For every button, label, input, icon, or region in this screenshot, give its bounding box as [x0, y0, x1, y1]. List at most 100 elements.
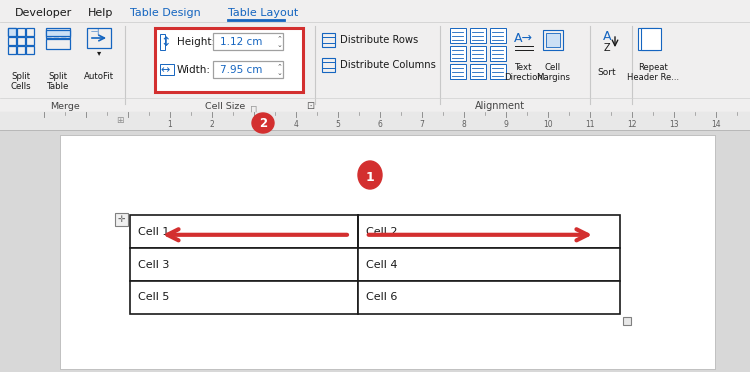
- Text: 1.12 cm: 1.12 cm: [220, 37, 262, 47]
- Bar: [322, 58, 335, 72]
- Ellipse shape: [358, 161, 382, 189]
- Text: Cell 2: Cell 2: [366, 227, 398, 237]
- Bar: [130, 215, 358, 248]
- Text: Table Layout: Table Layout: [228, 8, 298, 18]
- Text: ↔: ↔: [160, 65, 170, 75]
- Text: Distribute Rows: Distribute Rows: [340, 35, 418, 45]
- Text: Cell 1: Cell 1: [138, 227, 170, 237]
- Text: Cell 3: Cell 3: [138, 260, 170, 269]
- Bar: [450, 46, 466, 61]
- Bar: [490, 46, 506, 61]
- Text: Alignment: Alignment: [475, 101, 525, 111]
- Bar: [641, 28, 661, 50]
- Bar: [0, 130, 750, 372]
- Bar: [26, 46, 34, 54]
- Bar: [546, 33, 560, 47]
- Text: Repeat
Header Re...: Repeat Header Re...: [627, 63, 679, 83]
- Bar: [87, 28, 111, 48]
- Bar: [450, 28, 466, 43]
- Text: 7.95 cm: 7.95 cm: [220, 65, 262, 75]
- Text: Cell Size: Cell Size: [205, 102, 245, 110]
- Bar: [623, 317, 631, 325]
- Text: Split
Table: Split Table: [46, 72, 69, 92]
- Bar: [470, 64, 486, 79]
- Bar: [17, 46, 25, 54]
- Text: A: A: [603, 29, 611, 42]
- Text: ✛: ✛: [118, 215, 125, 224]
- Text: Sort: Sort: [598, 68, 616, 77]
- Bar: [17, 37, 25, 45]
- Bar: [8, 46, 16, 54]
- Text: 10: 10: [543, 119, 553, 128]
- Bar: [358, 215, 620, 248]
- Bar: [213, 33, 283, 50]
- Bar: [46, 39, 70, 49]
- Text: 9: 9: [503, 119, 509, 128]
- Text: 1: 1: [168, 119, 172, 128]
- Text: AutoFit: AutoFit: [84, 72, 114, 81]
- Bar: [46, 30, 70, 36]
- Bar: [17, 28, 25, 36]
- Text: Split
Cells: Split Cells: [10, 72, 32, 92]
- Text: Height:: Height:: [177, 37, 215, 47]
- Text: 1: 1: [366, 170, 374, 183]
- Text: ⌃: ⌃: [277, 63, 283, 69]
- Bar: [470, 46, 486, 61]
- Text: —|: —|: [91, 28, 101, 35]
- Bar: [0, 0, 750, 112]
- Bar: [26, 37, 34, 45]
- Bar: [543, 30, 563, 50]
- Text: 7: 7: [419, 119, 424, 128]
- Text: 14: 14: [711, 119, 721, 128]
- Bar: [160, 64, 174, 75]
- Bar: [490, 64, 506, 79]
- Bar: [638, 28, 658, 50]
- Bar: [130, 248, 358, 281]
- Text: Help: Help: [88, 8, 113, 18]
- Text: 8: 8: [461, 119, 466, 128]
- Text: Merge: Merge: [50, 102, 80, 110]
- Text: 3: 3: [251, 119, 257, 128]
- Text: ▾: ▾: [97, 48, 101, 58]
- Bar: [115, 213, 128, 226]
- Text: Distribute Columns: Distribute Columns: [340, 60, 436, 70]
- Text: 13: 13: [669, 119, 679, 128]
- Bar: [46, 28, 70, 38]
- Text: 6: 6: [377, 119, 382, 128]
- Text: Cell 6: Cell 6: [366, 292, 398, 302]
- Text: Table Design: Table Design: [130, 8, 201, 18]
- Text: 2: 2: [209, 119, 214, 128]
- Text: ↕: ↕: [160, 35, 170, 48]
- Bar: [8, 28, 16, 36]
- Bar: [358, 248, 620, 281]
- Bar: [155, 28, 303, 92]
- Bar: [60, 135, 715, 369]
- Bar: [130, 281, 358, 314]
- Text: ⊞: ⊞: [116, 115, 124, 125]
- Bar: [0, 112, 750, 130]
- Bar: [450, 64, 466, 79]
- Text: ⌃: ⌃: [277, 35, 283, 41]
- Text: 12: 12: [627, 119, 637, 128]
- Text: Z: Z: [604, 43, 610, 53]
- Text: 2: 2: [259, 116, 267, 129]
- Bar: [8, 37, 16, 45]
- Text: 11: 11: [585, 119, 595, 128]
- Bar: [322, 33, 335, 47]
- Text: Cell 5: Cell 5: [138, 292, 170, 302]
- Text: ⌄: ⌄: [277, 70, 283, 76]
- Text: A→: A→: [514, 32, 532, 45]
- Text: ⊡: ⊡: [306, 101, 314, 111]
- Text: ⊓: ⊓: [251, 104, 258, 114]
- Text: ⌄: ⌄: [277, 42, 283, 48]
- Text: Width:: Width:: [177, 65, 211, 75]
- Bar: [26, 28, 34, 36]
- Text: Cell 4: Cell 4: [366, 260, 398, 269]
- Text: Cell
Margins: Cell Margins: [536, 63, 570, 83]
- Ellipse shape: [252, 113, 274, 133]
- Bar: [160, 34, 165, 50]
- Text: Text
Direction: Text Direction: [505, 63, 544, 83]
- Bar: [213, 61, 283, 78]
- Text: Developer: Developer: [15, 8, 72, 18]
- Bar: [490, 28, 506, 43]
